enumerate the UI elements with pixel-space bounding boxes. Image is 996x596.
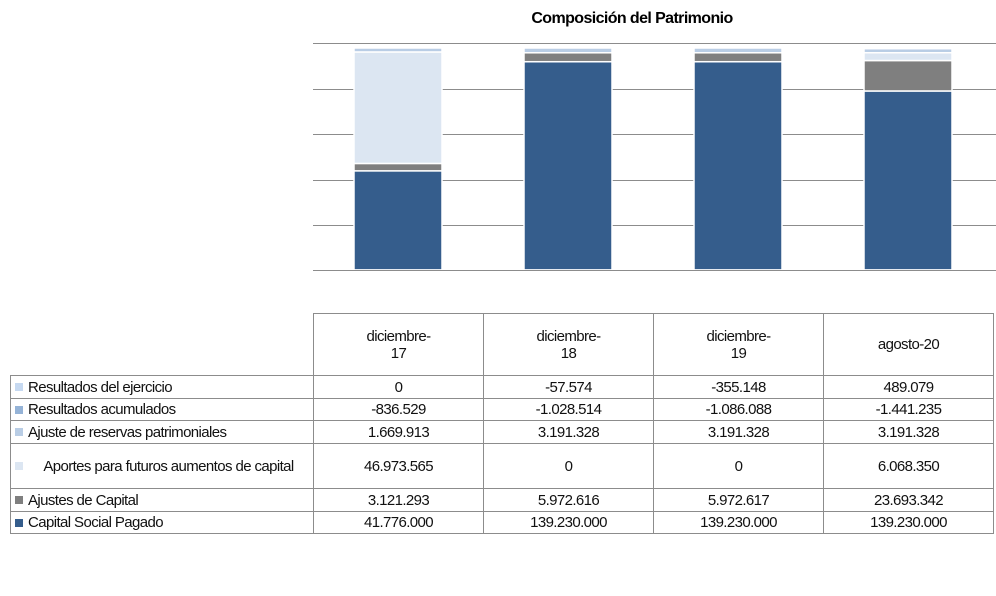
bar-segment [693,60,783,270]
data-label: 3.191.328 [653,420,824,444]
data-label: 3.191.328 [483,420,654,444]
legend-key [15,383,23,391]
data-label: 3.191.328 [823,420,994,444]
legend-key [15,405,23,414]
data-label: 6.068.350 [823,443,994,489]
row-header: Resultados del ejercicio [10,375,314,399]
chart-title: Composición del Patrimonio [531,10,733,27]
legend-label: Resultados acumulados [28,401,176,418]
data-label: -355.148 [653,375,824,399]
row-header: Resultados acumulados [10,398,314,421]
bar-segment [523,60,613,270]
bars [353,47,953,273]
bar-segment [863,90,953,270]
bar-segment [863,51,953,62]
column-header: diciembre-19 [653,313,824,376]
bar-segment [694,272,782,273]
data-label: 139.230.000 [653,511,824,534]
bar-segment [863,59,953,92]
legend-key [15,428,23,436]
chart: Composición del Patrimonio [313,10,996,273]
row-header: Ajuste de reservas patrimoniales [10,420,314,444]
column-header: diciembre-17 [313,313,484,376]
data-label: 41.776.000 [313,511,484,534]
row-header: Ajustes de Capital [10,488,314,512]
data-label: 46.973.565 [313,443,484,489]
column-header: diciembre-18 [483,313,654,376]
bar-segment [353,47,443,53]
legend-label: Capital Social Pagado [28,514,164,531]
bar-segment [353,170,443,270]
bar-segment [523,52,613,63]
data-label: -57.574 [483,375,654,399]
data-label: 5.972.617 [653,488,824,512]
legend-label: Ajustes de Capital [28,491,139,509]
data-label: 0 [313,375,484,399]
data-label: -1.441.235 [823,398,994,421]
legend-label: Resultados del ejercicio [28,378,173,396]
data-label: 3.121.293 [313,488,484,512]
data-label: -836.529 [313,398,484,421]
legend-label: Aportes para futuros aumentos de capital [43,457,294,475]
data-label: 5.972.616 [483,488,654,512]
row-header: Capital Social Pagado [10,511,314,534]
legend-key [15,462,23,470]
column-header: agosto-20 [823,313,994,376]
bar-segment [353,162,443,172]
legend-key [15,518,23,527]
data-label: 0 [653,443,824,489]
bar-segment [863,47,953,50]
data-label: 139.230.000 [823,511,994,534]
data-label: 0 [483,443,654,489]
bar-segment [523,47,613,54]
legend-key [15,496,23,504]
bar-segment [353,51,443,165]
data-label: 139.230.000 [483,511,654,534]
bar-segment [693,47,783,54]
data-label: 23.693.342 [823,488,994,512]
data-label: 1.669.913 [313,420,484,444]
data-label: 489.079 [823,375,994,399]
bar-segment [693,52,783,63]
data-label: -1.086.088 [653,398,824,421]
legend-label: Ajuste de reservas patrimoniales [28,423,227,441]
row-header: Aportes para futuros aumentos de capital [10,443,314,489]
data-label: -1.028.514 [483,398,654,421]
